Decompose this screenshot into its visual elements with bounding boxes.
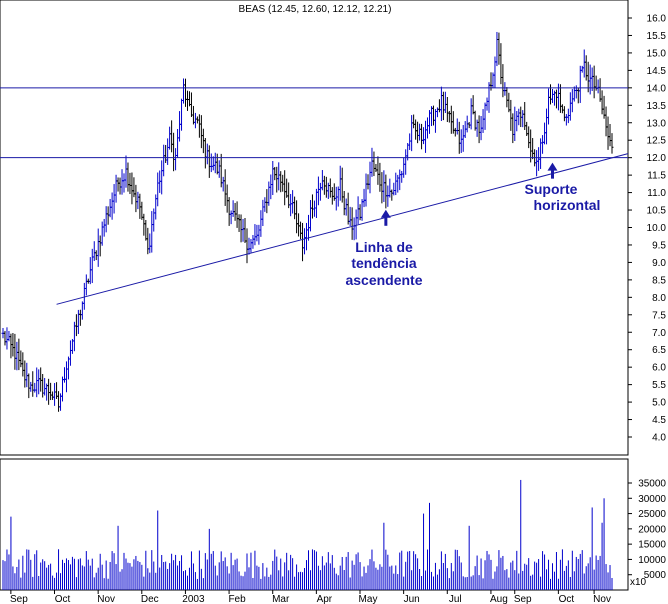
arrow-head — [380, 209, 391, 218]
price-tick-label: 4.0 — [652, 433, 666, 444]
annotation-trendline: Linha de tendência ascendente — [345, 239, 422, 288]
annotation-trendline-line3: ascendente — [345, 272, 422, 288]
annotation-trendline-line1: Linha de — [355, 239, 413, 255]
volume-tick-label: 5000 — [644, 570, 667, 581]
month-label: Feb — [228, 594, 246, 604]
volume-tick-label: 35000 — [638, 479, 666, 490]
volume-panel: 5000 10000 15000 20000 25000 30000 35000 — [0, 458, 667, 591]
month-label: Aug — [490, 594, 508, 604]
annotation-support: Suporte horizontal — [525, 181, 601, 213]
price-tick-label: 14.0 — [647, 83, 667, 94]
annotation-trendline-line2: tendência — [351, 255, 417, 271]
month-label: Mar — [272, 594, 290, 604]
price-tick-label: 8.5 — [652, 275, 666, 286]
price-tick-label: 11.5 — [647, 171, 666, 182]
price-tick-label: 11.0 — [647, 188, 666, 199]
support-arrow-icon — [547, 162, 558, 179]
price-tick-label: 15.5 — [647, 31, 667, 42]
month-label: 2003 — [182, 594, 205, 604]
price-tick-label: 9.5 — [652, 240, 666, 251]
price-tick-label: 5.5 — [652, 380, 666, 391]
month-label: May — [359, 594, 378, 604]
price-tick-label: 12.0 — [647, 153, 667, 164]
month-label: Dec — [141, 594, 159, 604]
month-label: Jun — [404, 594, 420, 604]
price-tick-label: 10.5 — [647, 206, 667, 217]
month-label: Nov — [97, 594, 115, 604]
price-tick-label: 15.0 — [647, 48, 667, 59]
month-label: Nov — [593, 594, 611, 604]
volume-tick-label: 10000 — [638, 555, 666, 566]
ascending-trendline — [56, 153, 629, 305]
month-label: Jul — [449, 594, 462, 604]
price-tick-label: 6.0 — [652, 363, 666, 374]
price-tick-label: 13.0 — [647, 118, 667, 129]
month-label: Apr — [317, 594, 333, 604]
price-tick-label: 7.0 — [652, 328, 666, 339]
month-label: Sep — [514, 594, 532, 604]
volume-tick-label: 15000 — [638, 540, 666, 551]
price-tick-label: 4.5 — [652, 415, 666, 426]
price-panel-frame — [0, 0, 629, 456]
volume-unit-label: x10 — [630, 577, 647, 588]
annotation-support-line2: horizontal — [534, 197, 601, 213]
month-label: Sep — [10, 594, 28, 604]
price-tick-label: 12.5 — [647, 136, 667, 147]
price-tick-label: 10.0 — [647, 223, 667, 234]
arrow-head — [547, 162, 558, 171]
trendline-arrow-icon — [380, 209, 391, 226]
price-tick-label: 7.5 — [652, 310, 666, 321]
price-panel: 4.0 4.5 5.0 5.5 6.0 6.5 7.0 7.5 8.0 8.5 9.0 9.5 10.0… — [0, 0, 667, 456]
volume-tick-label: 30000 — [638, 494, 666, 505]
annotation-support-line1: Suporte — [525, 181, 578, 197]
price-tick-label: 13.5 — [647, 101, 667, 112]
price-tick-label: 14.5 — [647, 66, 667, 77]
volume-tick-label: 20000 — [638, 524, 666, 535]
volume-tick-label: 25000 — [638, 509, 666, 520]
price-tick-label: 5.0 — [652, 398, 666, 409]
month-label: Oct — [559, 594, 575, 604]
chart-title: BEAS (12.45, 12.60, 12.12, 12.21) — [239, 4, 392, 15]
price-tick-label: 6.5 — [652, 345, 666, 356]
price-tick-label: 8.0 — [652, 293, 666, 304]
month-label: Oct — [55, 594, 71, 604]
price-tick-label: 16.0 — [647, 14, 667, 25]
price-tick-label: 9.0 — [652, 258, 666, 269]
ohlc-bar — [610, 133, 614, 154]
